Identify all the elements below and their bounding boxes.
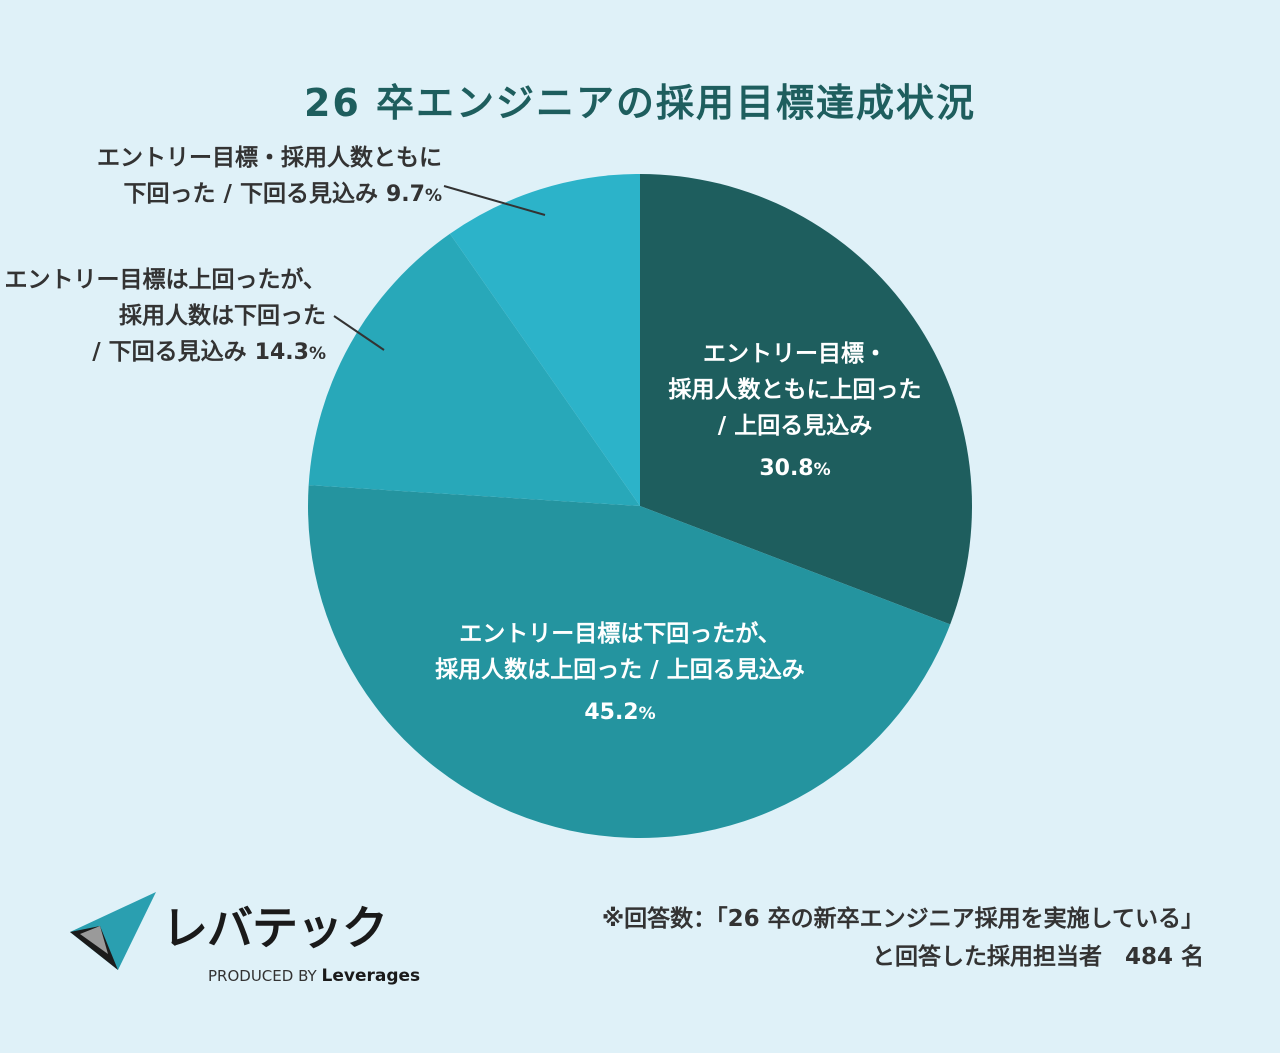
slice-value-1: 45.2 [584,700,639,725]
logo-mark-icon [70,892,156,970]
footnote-line-2: と回答した採用担当者 484 名 [871,944,1204,970]
footnote-line-1: ※回答数：「26 卒の新卒エンジニア採用を実施している」 [601,906,1204,932]
logo-wordmark: レバテック [162,901,388,955]
slice-label-0-line-2: / 上回る見込み [717,413,873,439]
slice-label-0: エントリー目標・ 採用人数ともに上回った / 上回る見込み 30.8% [600,336,990,488]
percent-sign: % [424,186,442,206]
slice-label-1-line-1: 採用人数は上回った / 上回る見込み [435,657,805,683]
leader-line-0 [443,185,546,216]
slice-label-1: エントリー目標は下回ったが、 採用人数は上回った / 上回る見込み 45.2% [380,616,860,732]
footnote: ※回答数：「26 卒の新卒エンジニア採用を実施している」 と回答した採用担当者 … [602,900,1204,976]
slice-label-2-line-0: エントリー目標は上回ったが、 [4,267,326,293]
levtech-logo: レバテック PRODUCED BY Leverages [70,890,430,990]
slice-label-3: エントリー目標・採用人数ともに 下回った / 下回る見込み 9.7% [10,140,442,214]
slice-label-3-line-0: エントリー目標・採用人数ともに [97,145,442,171]
slice-label-2: エントリー目標は上回ったが、 採用人数は下回った / 下回る見込み 14.3% [0,262,326,372]
slice-label-2-line-2: / 下回る見込み [92,339,247,365]
slice-label-0-line-0: エントリー目標・ [703,341,887,367]
produced-by-text: PRODUCED BY [208,967,317,985]
slice-label-1-line-0: エントリー目標は下回ったが、 [459,621,781,647]
slice-value-0: 30.8 [759,456,814,481]
slice-value-3: 9.7 [385,182,425,207]
pie-slice-3 [449,174,640,506]
percent-sign: % [308,344,326,364]
leader-line-1 [333,315,385,351]
percent-sign: % [638,704,656,724]
slice-label-0-line-1: 採用人数ともに上回った [668,377,922,403]
pie-slice-2 [308,233,640,507]
pie-slice-0 [640,174,972,625]
leverages-brand: Leverages [321,966,421,986]
slice-value-2: 14.3 [254,340,309,365]
logo-produced-by: PRODUCED BY Leverages [208,966,420,986]
slice-label-2-line-1: 採用人数は下回った [119,303,326,329]
chart-title: 26 卒エンジニアの採用目標達成状況 [303,81,977,125]
percent-sign: % [813,460,831,480]
pie-slice-1 [308,485,951,838]
slice-label-3-line-1: 下回った / 下回る見込み [123,181,378,207]
